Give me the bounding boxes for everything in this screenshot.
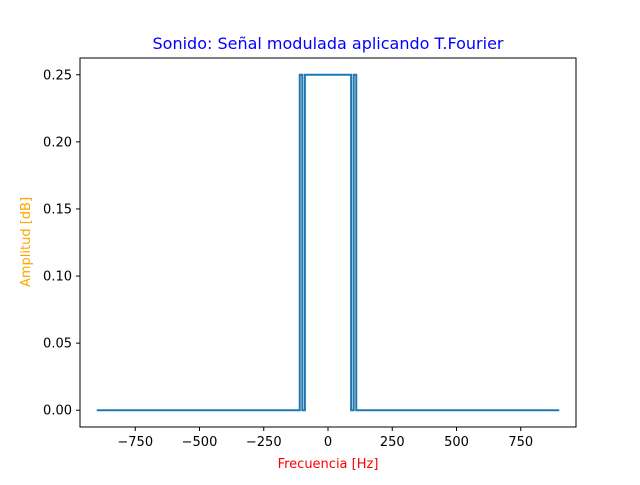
x-tick-label: 250 [380,435,405,450]
y-tick-label: 0.05 [43,337,72,352]
x-tick-label: −500 [182,435,218,450]
y-tick-label: 0.10 [43,270,72,285]
x-tick-label: −250 [246,435,282,450]
series-line-0 [96,73,560,412]
plot-area [96,73,560,412]
x-tick-label: 0 [324,435,332,450]
x-axis-label: Frecuencia [Hz] [278,457,379,472]
y-tick-label: 0.25 [43,68,72,83]
x-axis: −750 −500 −250 0 250 500 750 [117,427,533,450]
y-axis-label: Amplitud [dB] [19,197,34,287]
axes-frame [79,57,577,428]
x-tick-label: 750 [508,435,533,450]
y-tick-label: 0.15 [43,202,72,217]
x-tick-label: −750 [117,435,153,450]
x-tick-label: 500 [444,435,469,450]
y-tick-label: 0.20 [43,135,72,150]
chart-title: Sonido: Señal modulada aplicando T.Fouri… [153,34,504,53]
y-tick-label: 0.00 [43,404,72,419]
y-axis: 0.00 0.05 0.10 0.15 0.20 0.25 [43,68,80,419]
